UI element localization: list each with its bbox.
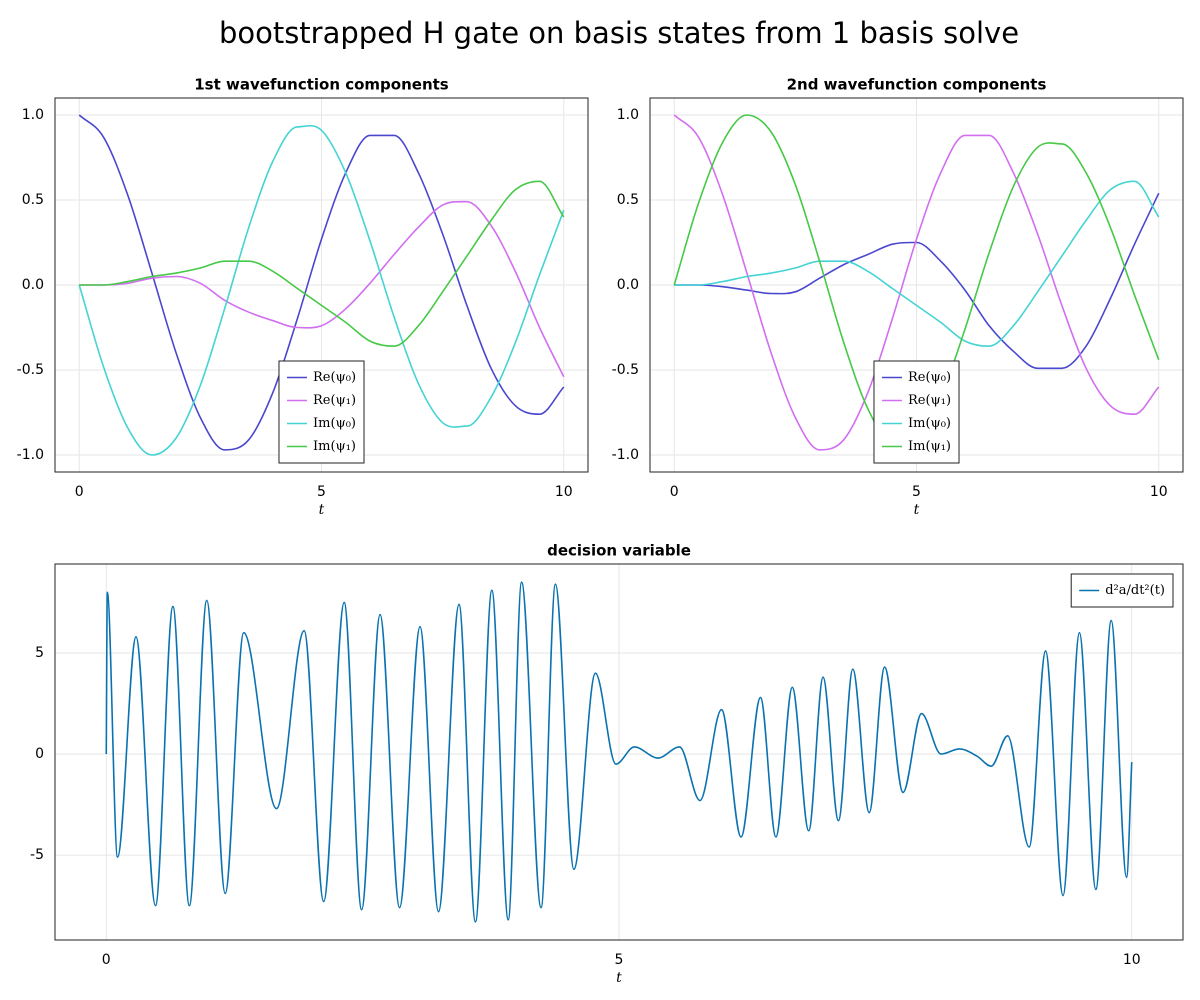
y-tick-label: -0.5: [17, 362, 44, 378]
y-tick-label: -0.5: [612, 362, 639, 378]
x-tick-label: 10: [1123, 952, 1141, 968]
legend-label: d²a/dt²(t): [1105, 583, 1165, 598]
y-tick-label: 1.0: [22, 107, 44, 123]
legend-label: Im(ψ₁): [313, 439, 356, 454]
subplot-title: 1st wavefunction components: [194, 76, 449, 94]
y-tick-label: 5: [35, 645, 44, 661]
data-line: [105, 581, 1133, 923]
legend: Re(ψ₀) Re(ψ₁) Im(ψ₀) Im(ψ₁): [873, 360, 960, 464]
legend-label: Re(ψ₀): [908, 370, 951, 385]
y-tick-label: 0.5: [22, 192, 44, 208]
x-tick-label: 5: [317, 484, 326, 500]
x-axis-label: t: [616, 970, 622, 986]
legend-label: Im(ψ₁): [908, 439, 951, 454]
legend-label: Im(ψ₀): [313, 416, 356, 431]
legend-label: Re(ψ₁): [313, 393, 356, 408]
y-tick-label: 1.0: [617, 107, 639, 123]
x-tick-label: 5: [912, 484, 921, 500]
x-tick-label: 10: [1150, 484, 1168, 500]
y-tick-label: -1.0: [17, 447, 44, 463]
y-tick-label: 0.0: [617, 277, 639, 293]
subplot-title: 2nd wavefunction components: [787, 76, 1047, 94]
y-tick-label: 0: [35, 746, 44, 762]
x-tick-label: 0: [670, 484, 679, 500]
data-line: [674, 180, 1160, 348]
data-line: [78, 114, 565, 451]
y-tick-label: -5: [30, 847, 44, 863]
x-tick-label: 5: [615, 952, 624, 968]
legend: d²a/dt²(t): [1070, 573, 1174, 608]
legend: Re(ψ₀) Re(ψ₁) Im(ψ₀) Im(ψ₁): [278, 360, 365, 464]
subplot: 2nd wavefunction components 0 5 10 -1.0 -0.5 0…: [612, 76, 1184, 518]
x-tick-label: 0: [102, 952, 111, 968]
data-line: [674, 192, 1160, 370]
subplot: 1st wavefunction components 0 5 10 -1.0 -0.5 0…: [17, 76, 589, 518]
x-axis-label: t: [319, 502, 325, 518]
y-tick-label: -1.0: [612, 447, 639, 463]
y-tick-label: 0.5: [617, 192, 639, 208]
data-line: [79, 200, 565, 378]
subplot: decision variable 0 5 10 -5 0 5 t d²a/dt²(t): [30, 542, 1184, 986]
x-tick-label: 0: [75, 484, 84, 500]
legend-label: Im(ψ₀): [908, 416, 951, 431]
plot-area: [105, 581, 1133, 923]
axes-frame: [649, 97, 1184, 473]
axes-frame: [54, 563, 1184, 941]
data-line: [79, 180, 565, 348]
data-line: [673, 114, 1160, 451]
plot-area: [78, 114, 565, 456]
figure-title: bootstrapped H gate on basis states from…: [219, 16, 1019, 50]
x-tick-label: 10: [555, 484, 573, 500]
legend-label: Re(ψ₁): [908, 393, 951, 408]
x-axis-label: t: [914, 502, 920, 518]
y-tick-label: 0.0: [22, 277, 44, 293]
axes-frame: [54, 97, 589, 473]
data-line: [78, 124, 565, 456]
subplot-title: decision variable: [547, 542, 691, 560]
legend-label: Re(ψ₀): [313, 370, 356, 385]
